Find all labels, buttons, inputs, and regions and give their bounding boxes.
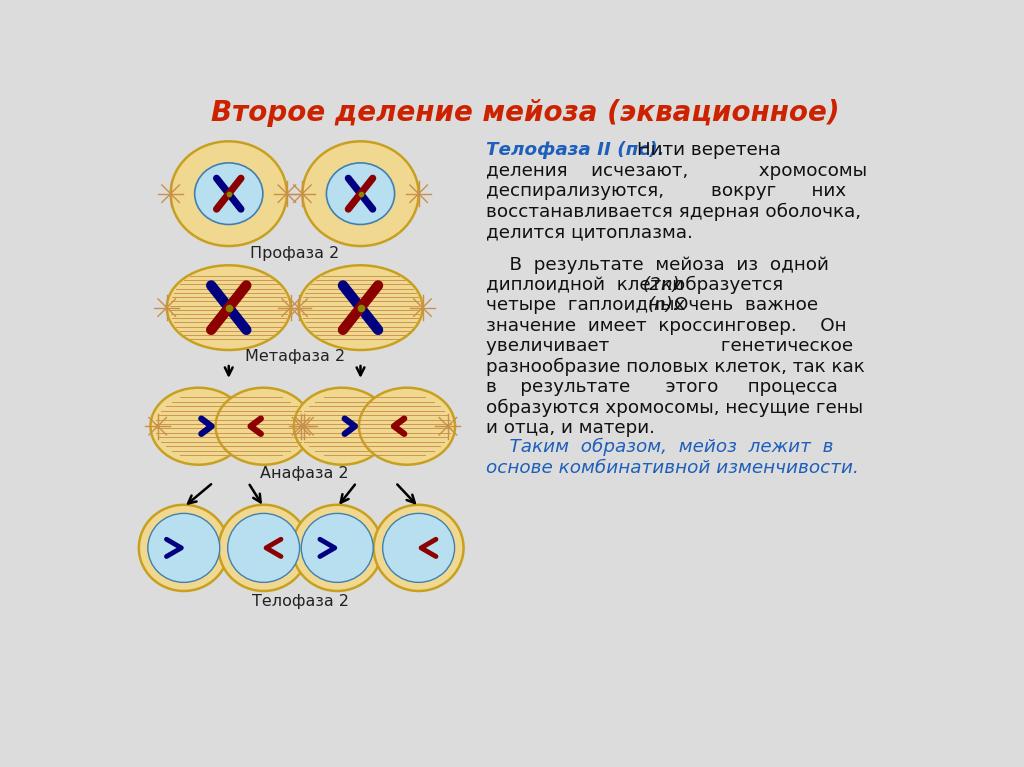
Ellipse shape: [292, 505, 382, 591]
Ellipse shape: [139, 505, 228, 591]
Ellipse shape: [383, 513, 455, 582]
Text: образуется: образуется: [675, 276, 783, 295]
Text: основе комбинативной изменчивости.: основе комбинативной изменчивости.: [486, 459, 859, 476]
Ellipse shape: [195, 163, 263, 225]
Ellipse shape: [167, 265, 291, 350]
Text: в    результате      этого     процесса: в результате этого процесса: [486, 378, 838, 396]
Text: Второе деление мейоза (эквационное): Второе деление мейоза (эквационное): [211, 99, 839, 127]
Text: Метафаза 2: Метафаза 2: [245, 350, 345, 364]
Ellipse shape: [151, 388, 247, 465]
Text: (n).: (n).: [648, 296, 680, 314]
Text: В  результате  мейоза  из  одной: В результате мейоза из одной: [486, 255, 828, 274]
Ellipse shape: [147, 513, 220, 582]
Text: диплоидной  клетки: диплоидной клетки: [486, 276, 696, 294]
Text: разнообразие половых клеток, так как: разнообразие половых клеток, так как: [486, 357, 865, 376]
Text: четыре  гаплоидных: четыре гаплоидных: [486, 296, 697, 314]
Text: Телофаза 2: Телофаза 2: [252, 594, 349, 609]
Ellipse shape: [299, 265, 423, 350]
Ellipse shape: [301, 513, 373, 582]
Ellipse shape: [302, 141, 419, 246]
Text: значение  имеет  кроссинговер.    Он: значение имеет кроссинговер. Он: [486, 317, 847, 335]
Text: делится цитоплазма.: делится цитоплазма.: [486, 223, 693, 241]
Text: увеличивает                   генетическое: увеличивает генетическое: [486, 337, 853, 355]
Ellipse shape: [171, 141, 287, 246]
Text: Таким  образом,  мейоз  лежит  в: Таким образом, мейоз лежит в: [486, 438, 834, 456]
Text: и отца, и матери.: и отца, и матери.: [486, 419, 655, 437]
Text: Телофаза II (пс).: Телофаза II (пс).: [486, 141, 665, 160]
Text: (2n): (2n): [643, 276, 680, 294]
Text: Очень  важное: Очень важное: [675, 296, 818, 314]
Text: образуются хромосомы, несущие гены: образуются хромосомы, несущие гены: [486, 398, 863, 416]
Text: Профаза 2: Профаза 2: [250, 246, 339, 262]
Ellipse shape: [359, 388, 455, 465]
Text: Нити веретена: Нити веретена: [637, 141, 781, 160]
Ellipse shape: [374, 505, 464, 591]
Text: деления    исчезают,            хромосомы: деления исчезают, хромосомы: [486, 162, 867, 179]
Ellipse shape: [294, 388, 390, 465]
Text: деспирализуются,        вокруг      них: деспирализуются, вокруг них: [486, 182, 846, 200]
Text: восстанавливается ядерная оболочка,: восстанавливается ядерная оболочка,: [486, 202, 861, 221]
Text: Анафаза 2: Анафаза 2: [260, 466, 349, 481]
Ellipse shape: [219, 505, 308, 591]
Ellipse shape: [327, 163, 394, 225]
Ellipse shape: [227, 513, 300, 582]
Ellipse shape: [216, 388, 311, 465]
